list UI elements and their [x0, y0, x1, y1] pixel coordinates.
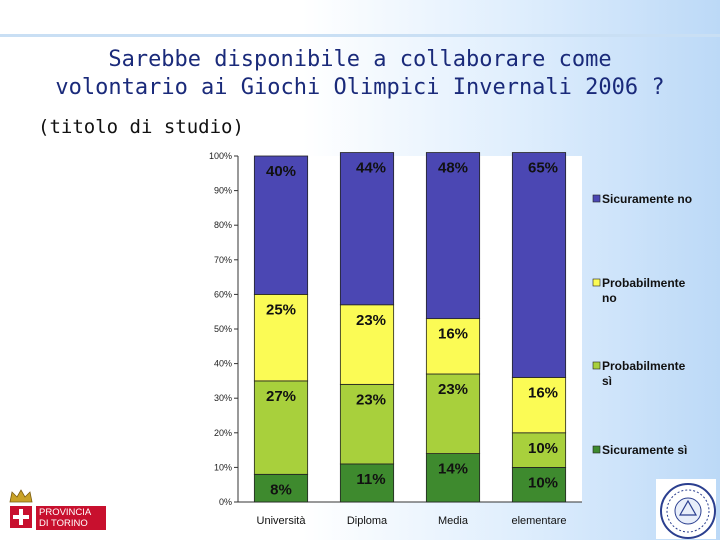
y-tick-label: 30% — [214, 393, 232, 403]
y-tick-label: 70% — [214, 255, 232, 265]
data-label: 16% — [438, 326, 468, 343]
data-label: 8% — [270, 481, 292, 498]
provincia-logo-line-2: DI TORINO — [39, 518, 88, 529]
bar-segment — [425, 152, 481, 320]
data-label: 11% — [356, 471, 385, 488]
x-category-label: Media — [438, 515, 469, 527]
y-tick-label: 90% — [214, 186, 232, 196]
slide-title: Sarebbe disponibile a collaborare come v… — [0, 46, 720, 102]
legend-swatch — [592, 278, 601, 287]
bar-segment — [339, 304, 395, 385]
y-tick-label: 50% — [214, 324, 232, 334]
legend-label: Sicuramente no — [602, 192, 692, 206]
seal-icon — [656, 479, 716, 539]
legend-label: no — [602, 291, 617, 305]
provincia-logo-line-1: PROVINCIA — [39, 507, 92, 518]
bar-segment — [511, 432, 567, 468]
bar-segment — [339, 152, 395, 306]
y-tick-label: 40% — [214, 359, 232, 369]
legend-swatch — [592, 194, 601, 203]
bar-segment — [511, 466, 567, 503]
y-tick-label: 80% — [214, 220, 232, 230]
legend-label: sì — [602, 374, 612, 388]
bar-segment — [253, 155, 309, 295]
data-label: 40% — [266, 163, 296, 180]
bar-segment — [425, 453, 481, 503]
data-label: 27% — [266, 388, 296, 405]
header-divider — [0, 34, 720, 37]
bar-segment — [253, 380, 309, 475]
legend-swatch — [592, 361, 601, 370]
legend-swatch — [592, 445, 601, 454]
data-label: 23% — [356, 312, 386, 329]
bar-segment — [253, 473, 309, 503]
provincia-logo: PROVINCIA DI TORINO — [4, 486, 106, 532]
legend-label: Sicuramente sì — [602, 443, 687, 457]
data-label: 23% — [356, 391, 386, 408]
crown-icon — [9, 489, 33, 503]
data-label: 48% — [438, 160, 468, 177]
provincia-logo-text: PROVINCIA DI TORINO — [36, 506, 106, 530]
slide-title-line-1: Sarebbe disponibile a collaborare come — [108, 47, 612, 72]
y-tick-label: 10% — [214, 462, 232, 472]
bar-segment — [511, 152, 567, 378]
data-label: 44% — [356, 160, 386, 177]
savoy-cross-icon — [10, 506, 32, 528]
x-category-label: Università — [257, 515, 307, 527]
bar-segment — [339, 383, 395, 465]
x-category-label: Diploma — [347, 515, 388, 527]
bar-segment — [425, 373, 481, 454]
y-tick-label: 20% — [214, 428, 232, 438]
x-category-label: elementare — [511, 515, 566, 527]
slide-subtitle: (titolo di studio) — [38, 116, 244, 138]
legend-label: Probabilmente — [602, 359, 686, 373]
data-label: 10% — [528, 440, 558, 457]
legend-label: Probabilmente — [602, 276, 686, 290]
data-label: 10% — [528, 474, 558, 491]
data-label: 65% — [528, 160, 558, 177]
y-tick-label: 100% — [209, 151, 232, 161]
data-label: 23% — [438, 381, 468, 398]
data-label: 14% — [438, 461, 468, 478]
data-label: 25% — [266, 301, 296, 318]
data-label: 16% — [528, 384, 558, 401]
y-tick-label: 60% — [214, 289, 232, 299]
slide-title-line-2: volontario ai Giochi Olimpici Invernali … — [55, 75, 665, 100]
y-tick-label: 0% — [219, 497, 232, 507]
